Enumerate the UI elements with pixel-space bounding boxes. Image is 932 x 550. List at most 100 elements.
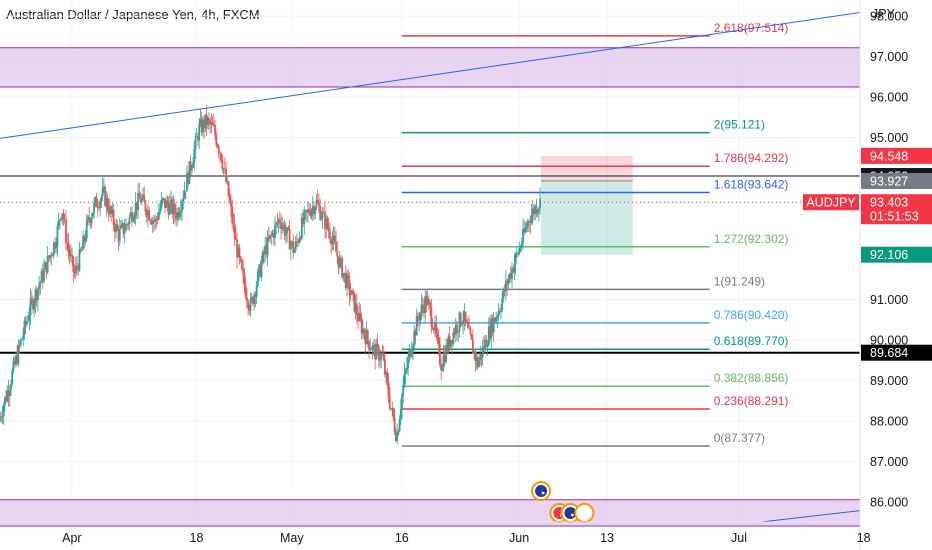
candle: [55, 237, 58, 254]
candle-body: [2, 405, 5, 417]
candle-body: [96, 207, 99, 208]
candle-body: [522, 228, 524, 244]
candle-body: [496, 316, 499, 318]
candle-body: [365, 330, 368, 344]
candle: [528, 219, 530, 233]
candle-body: [21, 339, 23, 340]
candle: [359, 304, 362, 323]
candle: [162, 197, 165, 203]
candle-body: [370, 349, 373, 351]
candle: [476, 353, 479, 371]
candle-body: [368, 340, 370, 350]
candle-body: [115, 224, 117, 233]
candle-body: [263, 251, 265, 255]
candle-body: [129, 212, 132, 217]
candle: [201, 115, 204, 137]
candle-body: [471, 339, 474, 354]
time-tick: May: [280, 531, 304, 545]
candle-body: [148, 210, 150, 221]
candle: [71, 247, 73, 266]
candle: [348, 272, 351, 306]
candle-body: [443, 354, 446, 363]
candle: [29, 287, 32, 326]
candle: [281, 216, 284, 234]
candle-body: [305, 210, 308, 213]
candle: [148, 206, 150, 222]
candle: [192, 157, 194, 169]
candle: [366, 328, 369, 348]
candle: [294, 235, 297, 254]
candle: [514, 251, 517, 275]
candle: [66, 232, 69, 252]
candle-body: [55, 246, 58, 249]
candle-body: [537, 208, 540, 211]
candle-body: [13, 360, 16, 365]
candle: [276, 213, 279, 229]
candle: [365, 321, 368, 345]
candle-body: [329, 231, 331, 240]
candle-body: [431, 325, 434, 329]
candle-body: [351, 290, 353, 295]
candle: [46, 246, 49, 275]
candle-body: [43, 268, 45, 282]
candle: [85, 214, 88, 243]
candle: [479, 345, 482, 366]
candle: [175, 204, 177, 226]
candle-body: [447, 335, 450, 352]
candle: [288, 220, 291, 250]
candle: [274, 216, 276, 247]
candle: [507, 274, 510, 290]
candle: [242, 259, 245, 283]
candle: [41, 263, 44, 290]
candle-body: [243, 273, 246, 286]
candle: [164, 198, 166, 213]
candle-body: [423, 307, 425, 314]
candle-body: [0, 416, 1, 421]
candle-body: [340, 257, 342, 259]
fib-level-label: 0.382(88.856): [714, 371, 789, 385]
candle: [190, 164, 193, 176]
candle: [49, 254, 51, 263]
candle: [118, 217, 121, 247]
candle: [392, 407, 395, 422]
candle: [489, 315, 491, 343]
candle-body: [248, 308, 251, 311]
candle: [298, 231, 301, 245]
candle-body: [402, 385, 405, 395]
candle: [167, 196, 170, 220]
candle: [10, 379, 12, 397]
candle: [300, 212, 303, 241]
candle: [333, 226, 336, 245]
price-tick: 89.000: [870, 374, 908, 388]
candle: [155, 215, 158, 229]
candle: [96, 198, 99, 218]
candle: [346, 270, 348, 297]
candle: [230, 193, 232, 217]
candle-body: [325, 218, 328, 229]
candle: [223, 157, 226, 174]
candle: [39, 280, 42, 295]
candle: [407, 350, 410, 376]
candle: [363, 327, 366, 340]
candle: [414, 328, 417, 345]
price-label-bg: [861, 173, 932, 190]
candle: [206, 115, 209, 129]
candle-body: [162, 198, 165, 200]
candle-body: [313, 205, 315, 214]
candle: [297, 238, 300, 247]
candle: [376, 333, 379, 356]
candle: [249, 293, 252, 317]
event-flag-icon[interactable]: [531, 481, 552, 501]
candle-body: [274, 224, 276, 239]
candle: [254, 291, 257, 308]
candle: [115, 218, 117, 239]
candle: [13, 356, 16, 366]
price-tick: 90.000: [870, 333, 908, 347]
candle-body: [151, 220, 154, 224]
candle: [322, 207, 325, 213]
candle-body: [299, 238, 302, 240]
candle-body: [62, 213, 65, 220]
candle: [443, 345, 446, 366]
candle: [173, 198, 176, 223]
